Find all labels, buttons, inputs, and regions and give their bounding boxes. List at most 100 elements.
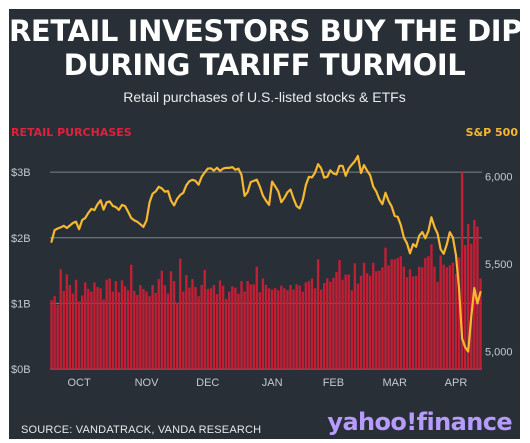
retail-purchase-bar [87, 288, 90, 369]
chart-card: RETAIL INVESTORS BUY THE DIP DURING TARI… [9, 9, 520, 439]
retail-purchase-bar [166, 293, 170, 369]
retail-purchase-bar [375, 271, 378, 369]
y-tick-label-left: $1B [11, 298, 31, 310]
retail-purchase-bar [393, 259, 396, 369]
y-tick-label-left: $3B [11, 167, 31, 179]
retail-purchase-bar [479, 278, 482, 369]
yahoo-finance-logo: yahoo!finance [327, 408, 512, 436]
y-tick-label-left: $2B [11, 233, 31, 245]
retail-purchase-bar [129, 264, 133, 369]
retail-purchase-bar [390, 259, 393, 369]
retail-purchase-bar [457, 257, 461, 369]
retail-purchase-bar [68, 285, 72, 369]
retail-purchase-bar [108, 278, 111, 369]
retail-purchase-bar [424, 258, 427, 369]
retail-purchase-bar [84, 282, 87, 369]
retail-purchase-bar [182, 291, 185, 369]
retail-purchase-bar [384, 247, 387, 369]
retail-purchase-bar [142, 288, 145, 369]
retail-purchase-bar [344, 274, 347, 369]
retail-purchase-bar [102, 299, 105, 369]
retail-purchase-bar [185, 275, 188, 369]
retail-purchase-bar [359, 275, 363, 369]
retail-purchase-bar [396, 258, 399, 369]
retail-purchase-bar [292, 289, 295, 369]
retail-purchase-bar [191, 279, 194, 369]
retail-purchase-bar [289, 285, 292, 369]
retail-purchase-bar [442, 264, 445, 369]
retail-purchase-bar [329, 281, 332, 369]
retail-purchase-bar [228, 291, 231, 369]
retail-purchase-bar [62, 290, 65, 369]
retail-purchase-bar [114, 281, 118, 369]
retail-purchase-bar [157, 279, 160, 369]
x-tick-label: DEC [196, 377, 219, 389]
x-tick-label: APR [445, 377, 468, 389]
headline-line-2: DURING TARIFF TURMOIL [63, 48, 466, 82]
retail-purchase-bar [53, 296, 56, 369]
retail-purchase-bar [50, 300, 53, 369]
retail-purchase-bar [310, 278, 314, 369]
x-tick-label: OCT [67, 377, 91, 389]
retail-purchase-bar [93, 282, 96, 369]
retail-purchase-bar [148, 296, 151, 369]
y-tick-label-right: 6,000 [485, 172, 513, 184]
retail-purchase-bar [237, 293, 240, 369]
retail-purchase-bar [203, 269, 206, 369]
retail-purchase-bar [56, 304, 59, 369]
retail-purchase-bar [206, 288, 209, 369]
retail-purchase-bar [273, 288, 277, 369]
retail-purchase-bar [252, 284, 255, 369]
retail-purchase-bar [417, 266, 421, 369]
retail-purchase-bar [145, 291, 148, 369]
retail-purchase-bar [381, 267, 384, 369]
retail-purchase-bar [154, 292, 157, 369]
retail-purchase-bar [427, 256, 430, 369]
retail-purchase-bar [362, 262, 366, 369]
retail-purchase-bar [179, 258, 182, 369]
retail-purchase-bar [326, 278, 329, 369]
retail-purchase-bar [258, 292, 262, 369]
retail-purchase-bar [270, 289, 274, 369]
retail-purchase-bar [120, 280, 124, 369]
retail-purchase-bar [387, 265, 390, 369]
retail-purchase-bar [283, 288, 286, 369]
retail-purchase-bar [421, 267, 424, 369]
retail-purchase-bar [218, 280, 222, 369]
retail-purchase-bar [163, 285, 167, 369]
retail-purchase-bar [338, 260, 341, 369]
retail-purchase-bar [172, 281, 176, 369]
retail-purchase-bar [231, 286, 234, 369]
retail-purchase-bar [243, 291, 246, 369]
retail-purchases-sp500-chart: $0B $1B $2B $3B 5,000 5,500 6,000 RETAIL PURCHA… [11, 126, 518, 389]
retail-purchase-bar [436, 281, 439, 369]
retail-purchase-bar [71, 293, 75, 369]
y-tick-label-left: $0B [11, 364, 31, 376]
retail-purchase-bar [59, 269, 62, 369]
retail-purchase-bar [105, 279, 108, 369]
retail-purchase-bar [277, 290, 280, 369]
retail-purchase-bar [402, 266, 406, 369]
retail-purchase-bar [280, 285, 283, 369]
retail-purchase-bar [90, 291, 93, 369]
retail-purchase-bar [65, 274, 69, 369]
retail-purchase-bar [169, 271, 173, 369]
retail-purchase-bar [307, 281, 311, 369]
retail-purchase-bar [209, 288, 213, 369]
retail-purchase-bar [117, 292, 121, 369]
retail-purchase-bar [454, 273, 458, 369]
retail-purchase-bar [234, 287, 237, 369]
retail-purchase-bar [80, 295, 84, 369]
retail-purchase-bar [433, 266, 436, 369]
retail-purchase-bar [332, 277, 335, 369]
retail-purchase-bar [74, 279, 78, 369]
retail-purchase-bar [365, 273, 369, 369]
retail-purchase-bar [96, 286, 99, 369]
sp500-line [50, 154, 482, 353]
retail-purchase-bar [405, 277, 409, 369]
retail-purchase-bar [378, 270, 381, 369]
retail-purchase-bar [448, 265, 452, 369]
retail-purchase-bar [463, 244, 467, 369]
retail-purchase-bar [335, 271, 338, 369]
